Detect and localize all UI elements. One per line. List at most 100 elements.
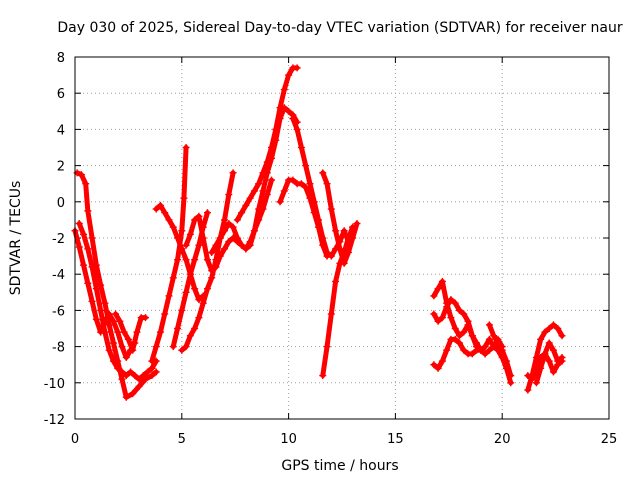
data-point-marker [340,259,348,267]
y-tick-label: -8 [52,341,65,356]
series-track-3 [75,220,160,383]
data-point-marker [537,335,545,343]
data-point-marker [203,285,211,293]
data-point-marker [438,314,446,322]
data-point-marker [353,220,361,228]
data-point-marker [451,335,459,343]
data-point-marker [485,321,493,329]
data-point-marker [105,310,113,318]
data-point-marker [109,357,117,365]
data-point-marker [152,343,160,351]
data-point-marker [532,379,540,387]
data-point-marker [122,372,130,380]
data-point-marker [221,216,229,224]
series-track-19 [485,321,515,380]
series-track-4 [112,310,149,354]
data-point-marker [434,285,442,293]
data-point-marker [152,368,160,376]
data-point-marker [233,234,241,242]
series-line [153,202,206,303]
data-point-marker [182,288,190,296]
data-point-marker [460,310,468,318]
data-point-marker [242,201,250,209]
data-point-marker [545,339,553,347]
x-axis-title: GPS time / hours [281,458,398,474]
data-point-marker [88,297,96,305]
data-point-marker [319,169,327,177]
data-point-marker [430,292,438,300]
data-point-marker [451,325,459,332]
data-point-marker [161,310,169,318]
data-point-marker [477,346,485,354]
data-point-marker [229,169,237,177]
data-point-marker [203,256,211,264]
y-tick-label: -4 [52,268,65,283]
y-tick-label: 4 [57,123,65,138]
data-point-marker [276,104,284,112]
data-point-marker [212,241,220,249]
data-point-marker [212,263,220,271]
data-point-marker [225,238,233,246]
data-point-marker [84,207,92,215]
data-point-marker [127,368,135,376]
data-point-marker [344,248,352,256]
data-point-marker [92,285,100,293]
data-point-marker [485,346,493,354]
data-point-marker [199,299,207,307]
data-point-marker [148,357,156,365]
data-point-marker [255,180,263,188]
data-point-marker [180,194,188,202]
data-point-marker [460,346,468,354]
data-point-marker [186,270,194,278]
y-tick-label: -10 [44,377,65,392]
data-point-marker [455,332,463,340]
data-point-marker [216,252,224,260]
y-tick-labels: -12 -10 -8 -6 -4 -2 0 2 4 6 8 [44,51,65,428]
data-point-marker [323,248,331,256]
data-point-marker [88,234,96,242]
data-point-marker [156,201,164,209]
data-point-marker [191,325,199,332]
data-point-marker [289,115,297,123]
data-point-marker [191,256,199,264]
data-point-marker [545,325,553,332]
data-point-marker [186,332,194,340]
data-point-marker [195,314,203,322]
data-point-marker [97,306,105,314]
data-point-marker [302,183,310,191]
data-point-marker [541,350,549,358]
data-point-marker [268,176,276,184]
data-point-marker [468,350,476,358]
data-point-marker [169,223,177,231]
data-point-marker [336,245,344,253]
x-tick-label: 20 [494,432,511,447]
data-point-marker [263,191,271,199]
data-point-marker [101,299,109,307]
data-point-marker [122,353,130,361]
data-point-marker [255,205,263,213]
data-point-marker [225,191,233,199]
series-track-15 [319,169,361,267]
y-axis-title: SDTVAR / TECUs [8,181,24,296]
data-point-marker [105,346,113,354]
data-point-marker [319,234,327,242]
data-point-marker [485,335,493,343]
data-point-marker [182,256,190,264]
data-point-marker [246,241,254,249]
series-track-22 [532,339,566,387]
data-point-marker [549,368,557,376]
data-point-marker [460,328,468,336]
data-point-marker [306,180,314,188]
y-tick-label: -12 [44,413,65,428]
x-tick-labels: 0 5 10 15 20 25 [71,432,617,447]
x-tick-label: 5 [178,432,186,447]
data-point-marker [186,230,194,238]
data-point-marker [293,125,301,133]
data-point-marker [112,310,120,318]
data-point-marker [259,187,267,195]
data-point-marker [148,364,156,372]
data-point-marker [135,382,143,390]
data-point-marker [114,364,122,372]
data-point-marker [109,317,117,325]
data-point-marker [141,314,149,322]
